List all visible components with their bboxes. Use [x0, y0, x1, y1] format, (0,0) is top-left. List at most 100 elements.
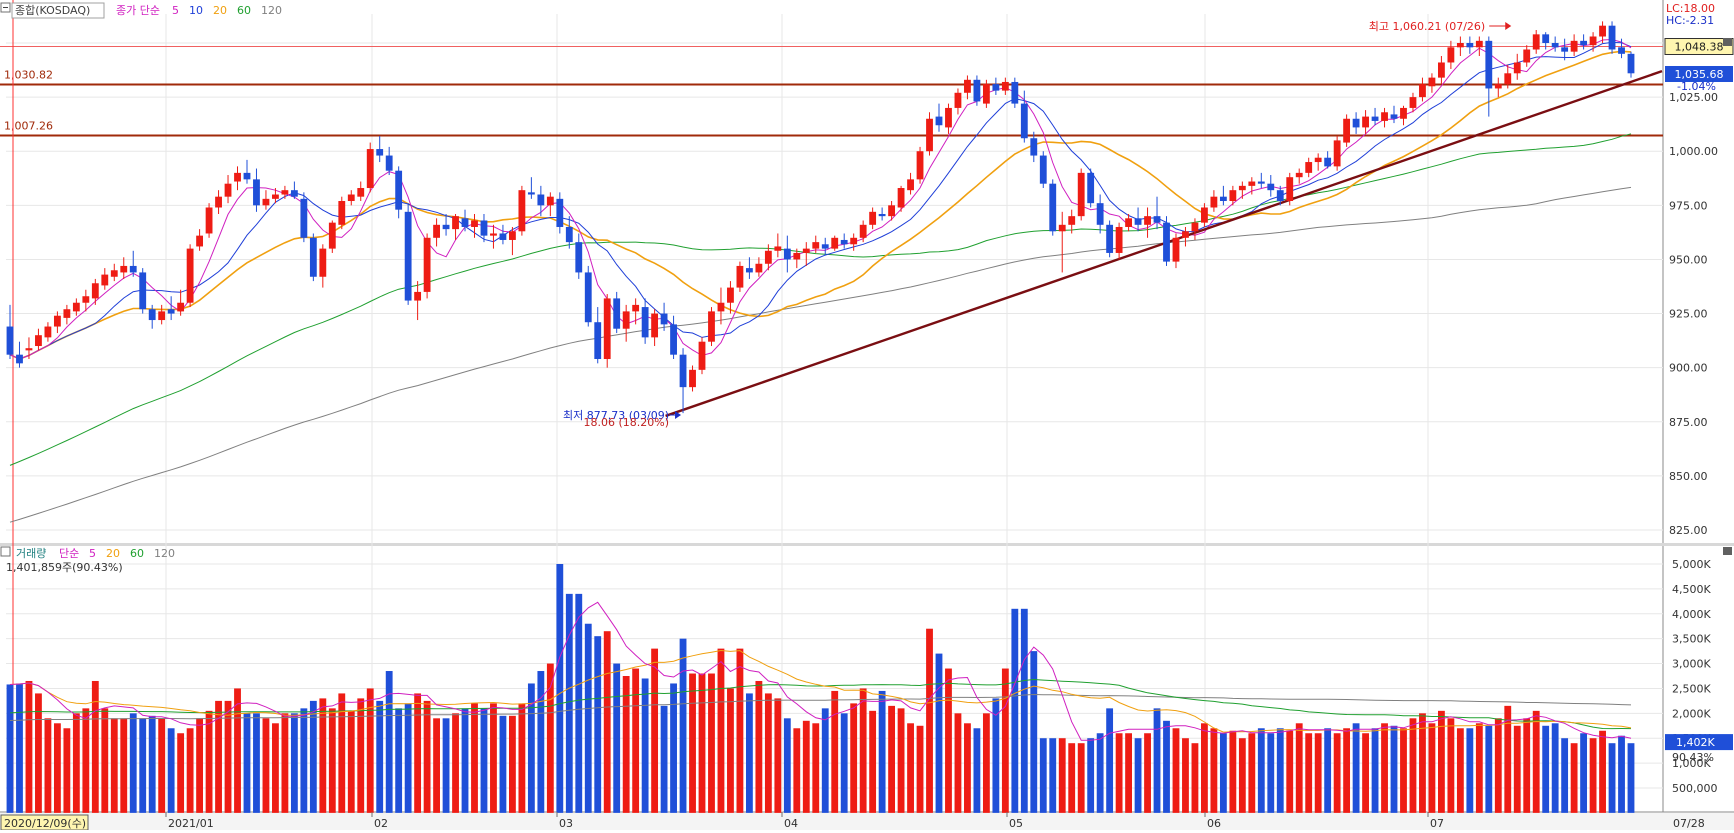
candle-body[interactable] — [186, 248, 194, 303]
volume-bar[interactable] — [300, 708, 308, 813]
candle-body[interactable] — [1182, 231, 1189, 238]
volume-bar[interactable] — [16, 683, 23, 813]
volume-bar[interactable] — [622, 676, 630, 813]
volume-bar[interactable] — [243, 713, 251, 813]
candle-body[interactable] — [1599, 25, 1606, 37]
volume-bar[interactable] — [575, 593, 583, 813]
candle-body[interactable] — [338, 201, 346, 225]
candle-body[interactable] — [546, 196, 554, 206]
volume-bar[interactable] — [764, 693, 772, 813]
volume-bar[interactable] — [357, 698, 365, 813]
candle-body[interactable] — [224, 183, 232, 197]
candle-body[interactable] — [376, 149, 384, 156]
candle-body[interactable] — [982, 84, 990, 104]
volume-bar[interactable] — [1456, 728, 1464, 813]
volume-pane-collapse-icon[interactable] — [1723, 547, 1732, 555]
volume-bar[interactable] — [120, 718, 128, 813]
candle-body[interactable] — [897, 188, 905, 208]
volume-bar[interactable] — [442, 718, 450, 813]
volume-bar[interactable] — [196, 718, 204, 813]
volume-bar[interactable] — [945, 668, 952, 813]
volume-bar[interactable] — [1314, 733, 1322, 813]
volume-bar[interactable] — [670, 683, 677, 813]
volume-bar[interactable] — [1570, 743, 1578, 813]
candle-body[interactable] — [1276, 190, 1284, 202]
candle-body[interactable] — [1039, 155, 1047, 184]
volume-bar[interactable] — [129, 713, 137, 813]
candle-body[interactable] — [1219, 196, 1227, 202]
volume-bar[interactable] — [404, 703, 412, 813]
candle-body[interactable] — [1371, 116, 1379, 121]
candle-body[interactable] — [1210, 196, 1218, 208]
volume-bar[interactable] — [831, 690, 839, 813]
candle-body[interactable] — [461, 218, 469, 227]
volume-bar[interactable] — [1106, 708, 1114, 813]
candle-body[interactable] — [319, 248, 327, 277]
volume-bar[interactable] — [916, 725, 924, 813]
volume-bar[interactable] — [319, 698, 327, 813]
volume-bar[interactable] — [897, 708, 905, 813]
candle-body[interactable] — [774, 246, 782, 251]
volume-bar[interactable] — [44, 718, 52, 813]
candle-body[interactable] — [755, 263, 763, 273]
volume-bar[interactable] — [518, 703, 526, 813]
pane-separator[interactable] — [0, 543, 1734, 546]
volume-bar[interactable] — [471, 703, 478, 813]
candle-body[interactable] — [53, 315, 61, 327]
volume-bar[interactable] — [1390, 725, 1398, 813]
candle-body[interactable] — [1542, 34, 1550, 43]
candle-body[interactable] — [423, 237, 431, 292]
volume-bar[interactable] — [1077, 743, 1085, 813]
candle-body[interactable] — [888, 205, 896, 217]
volume-bar[interactable] — [708, 673, 715, 813]
volume-bar[interactable] — [1096, 733, 1104, 813]
volume-pane-menu-icon[interactable] — [0, 546, 11, 557]
volume-bar[interactable] — [689, 673, 696, 813]
volume-bar[interactable] — [1001, 668, 1009, 813]
candle-body[interactable] — [177, 302, 185, 312]
candle-body[interactable] — [859, 224, 867, 238]
volume-bar[interactable] — [1182, 738, 1189, 813]
candle-body[interactable] — [1419, 84, 1426, 98]
volume-bar[interactable] — [584, 623, 592, 813]
volume-bar[interactable] — [888, 705, 896, 813]
volume-bar[interactable] — [1551, 723, 1559, 813]
volume-bar[interactable] — [433, 718, 440, 813]
volume-bar[interactable] — [1068, 743, 1076, 813]
candle-body[interactable] — [290, 190, 298, 197]
candle-body[interactable] — [101, 274, 109, 286]
candle-body[interactable] — [660, 313, 668, 325]
candle-body[interactable] — [1561, 47, 1569, 52]
candle-body[interactable] — [1030, 138, 1038, 156]
volume-bar[interactable] — [992, 698, 1000, 813]
volume-bar[interactable] — [490, 703, 497, 813]
candle-body[interactable] — [556, 198, 564, 227]
candle-body[interactable] — [973, 79, 981, 102]
volume-bar[interactable] — [1513, 725, 1521, 813]
candle-body[interactable] — [1087, 172, 1095, 204]
candle-body[interactable] — [708, 311, 715, 342]
candle-body[interactable] — [253, 179, 260, 206]
candle-body[interactable] — [1627, 53, 1635, 74]
candle-body[interactable] — [196, 235, 204, 247]
volume-bar[interactable] — [1542, 725, 1550, 813]
volume-bar[interactable] — [527, 683, 535, 813]
candle-body[interactable] — [821, 244, 829, 249]
volume-bar[interactable] — [290, 713, 298, 813]
volume-bar[interactable] — [91, 680, 99, 813]
candle-body[interactable] — [783, 248, 791, 260]
volume-bar[interactable] — [1589, 738, 1597, 813]
candle-body[interactable] — [964, 79, 971, 93]
candle-body[interactable] — [1618, 47, 1625, 54]
candle-body[interactable] — [404, 211, 412, 301]
volume-bar[interactable] — [1276, 728, 1284, 813]
candle-body[interactable] — [272, 194, 279, 199]
candle-body[interactable] — [1504, 73, 1512, 85]
candle-body[interactable] — [698, 341, 706, 370]
candle-body[interactable] — [281, 190, 289, 195]
volume-bar[interactable] — [215, 700, 222, 813]
candle-body[interactable] — [764, 250, 772, 264]
symbol-box[interactable] — [11, 2, 105, 19]
volume-bar[interactable] — [1058, 738, 1066, 813]
volume-bar[interactable] — [499, 715, 507, 813]
